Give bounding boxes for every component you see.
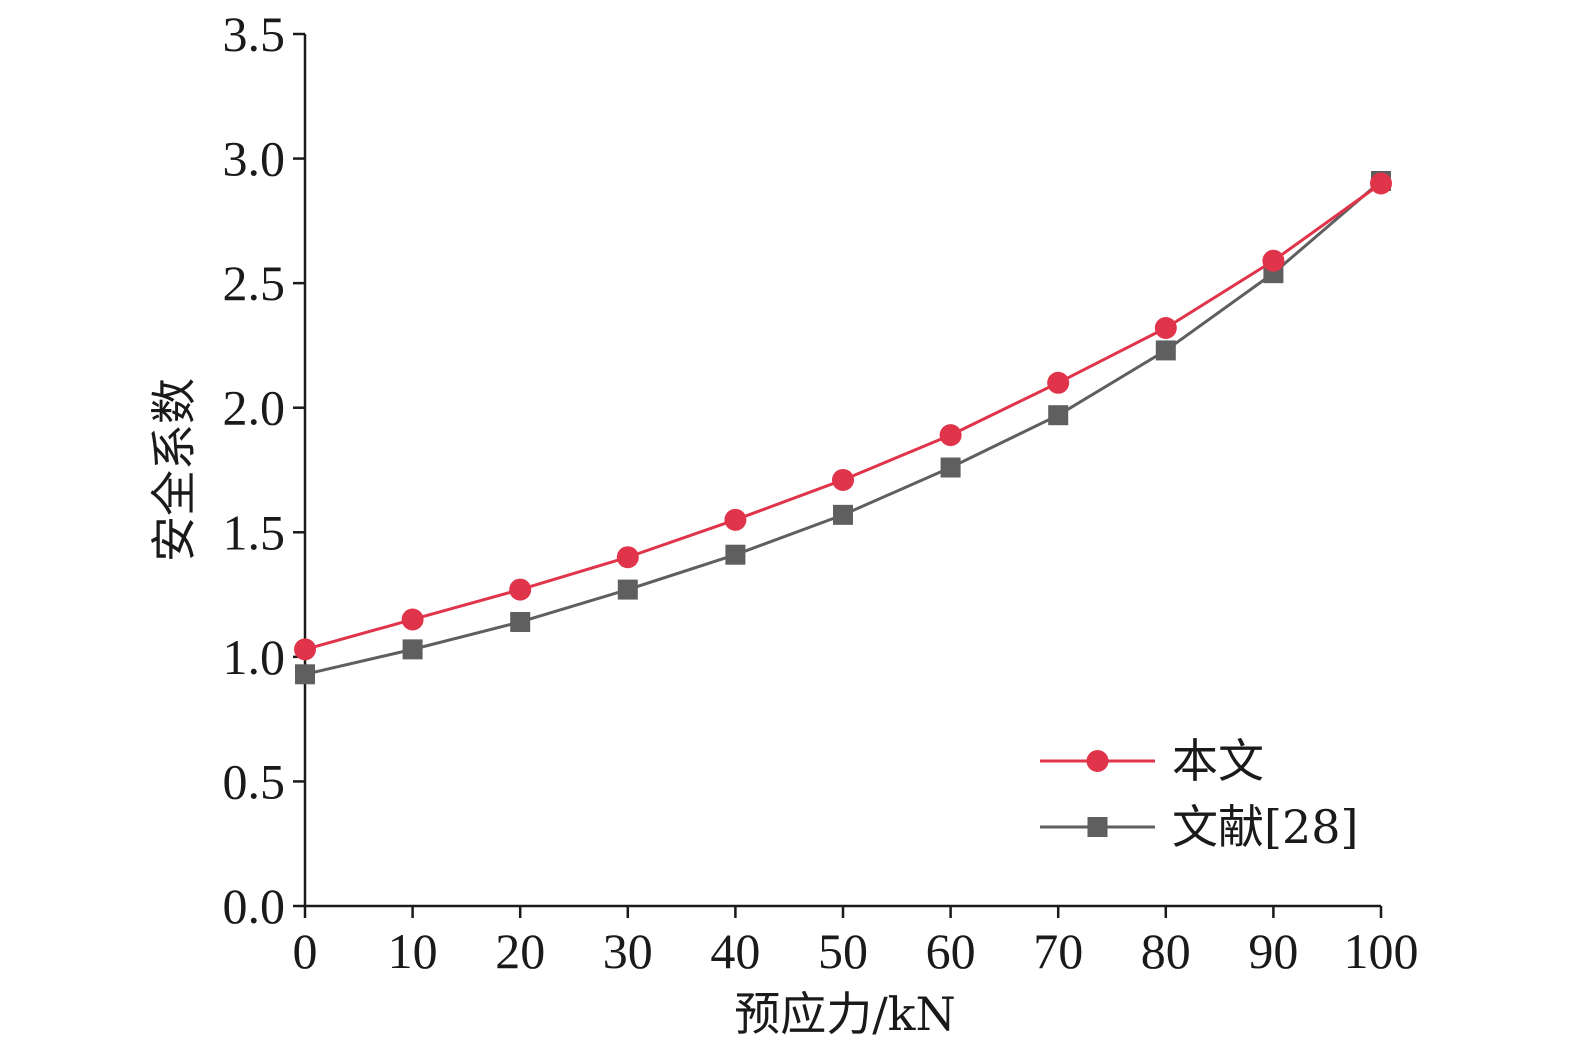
- legend-item: 文献[28]: [1040, 800, 1358, 854]
- legend-marker-circle: [1086, 750, 1109, 772]
- series-layer: [294, 170, 1392, 685]
- legend-item: 本文: [1040, 734, 1264, 788]
- x-tick-label: 80: [1141, 923, 1191, 979]
- y-tick-label: 1.5: [223, 504, 286, 560]
- data-point-circle: [1047, 371, 1070, 394]
- data-point-square: [1155, 340, 1176, 361]
- data-point-square: [402, 639, 423, 660]
- y-tick-label: 3.5: [223, 6, 286, 62]
- series-line: [304, 179, 1382, 676]
- data-point-circle: [1154, 316, 1177, 339]
- legend-label: 文献[28]: [1172, 800, 1358, 854]
- data-point-circle: [939, 424, 962, 447]
- x-tick-label: 30: [603, 923, 653, 979]
- x-tick-label: 100: [1344, 923, 1419, 979]
- data-point-square: [940, 457, 961, 478]
- data-point-circle: [509, 578, 532, 601]
- data-point-circle: [401, 608, 424, 631]
- tick-labels: 0.0 0.5 1.0 1.5 2.0 2.5 3.0 3.5 0 10 20 30 40 50 60 70 8…: [223, 6, 1419, 979]
- data-point-square: [1048, 405, 1069, 426]
- series-1: [294, 172, 1392, 661]
- x-tick-label: 40: [710, 923, 760, 979]
- y-tick-label: 3.0: [223, 131, 286, 187]
- x-tick-label: 90: [1248, 923, 1298, 979]
- y-tick-label: 2.5: [223, 255, 286, 311]
- data-point-circle: [1370, 172, 1392, 195]
- x-tick-label: 50: [818, 923, 868, 979]
- data-point-circle: [724, 508, 747, 531]
- y-tick-label: 0.5: [223, 753, 286, 809]
- legend-marker-square: [1087, 817, 1108, 837]
- x-tick-label: 10: [388, 923, 438, 979]
- x-tick-label: 60: [926, 923, 976, 979]
- series-line: [304, 182, 1382, 651]
- data-point-square: [295, 664, 315, 685]
- data-point-circle: [294, 638, 316, 661]
- data-point-square: [833, 504, 853, 525]
- y-tick-label: 2.0: [223, 380, 286, 436]
- data-point-square: [725, 544, 746, 565]
- data-point-circle: [1262, 249, 1285, 272]
- y-tick-label: 0.0: [223, 878, 286, 934]
- data-point-circle: [832, 468, 854, 491]
- data-point-square: [510, 611, 531, 632]
- x-tick-label: 20: [495, 923, 545, 979]
- y-tick-label: 1.0: [223, 629, 286, 685]
- data-point-square: [617, 579, 638, 600]
- legend-label: 本文: [1172, 734, 1264, 788]
- data-point-circle: [616, 546, 639, 569]
- axes: [293, 32, 1383, 918]
- x-tick-label: 70: [1033, 923, 1083, 979]
- x-axis-title: 预应力/kN: [734, 987, 956, 1041]
- x-tick-label: 0: [293, 923, 318, 979]
- y-axis-title: 安全系数: [147, 378, 201, 562]
